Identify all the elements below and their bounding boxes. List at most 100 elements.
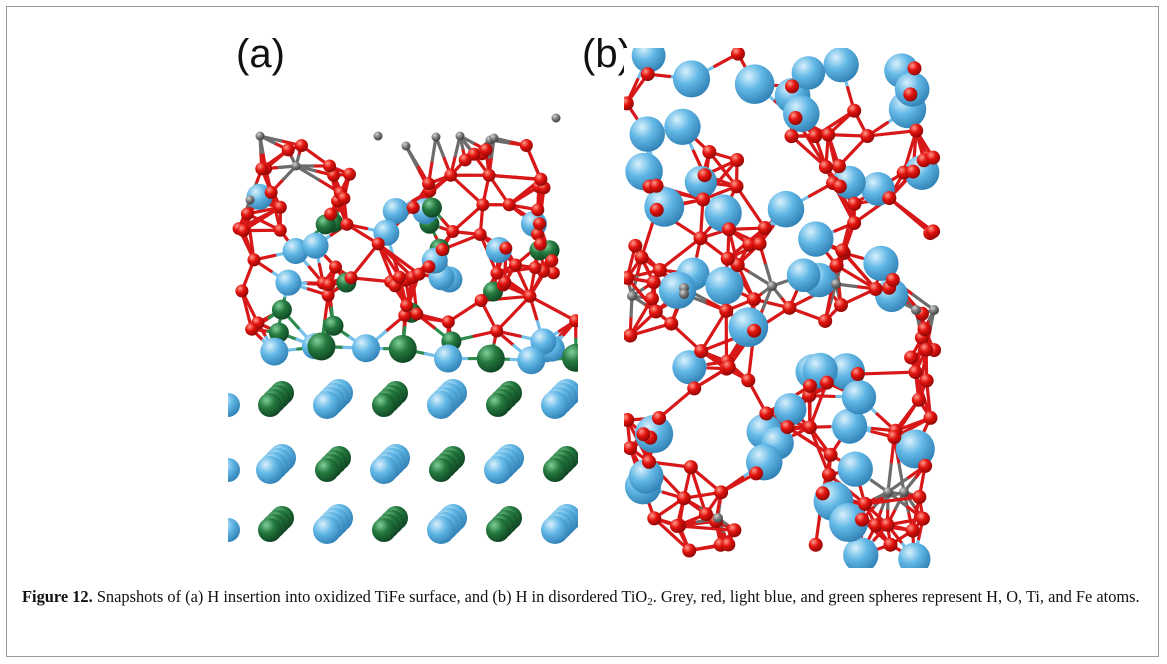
oxygen-atom	[926, 224, 941, 239]
titanium-atom	[370, 456, 398, 484]
oxygen-atom	[746, 292, 761, 307]
oxygen-atom	[847, 103, 862, 118]
oxygen-atom	[782, 300, 797, 315]
iron-atom	[486, 518, 510, 542]
oxygen-atom	[847, 196, 862, 211]
titanium-atom	[672, 350, 707, 385]
oxygen-atom	[235, 284, 249, 298]
hydrogen-atom	[929, 305, 939, 315]
oxygen-atom	[531, 203, 545, 217]
oxygen-atom	[624, 270, 635, 285]
oxygen-atom	[498, 275, 512, 289]
oxygen-atom	[719, 303, 734, 318]
oxygen-atom	[322, 278, 336, 292]
oxygen-atom	[905, 523, 920, 538]
hydrogen-atom	[679, 289, 689, 299]
oxygen-atom	[721, 360, 736, 375]
titanium-atom	[843, 537, 879, 568]
oxygen-atom	[904, 350, 919, 365]
oxygen-atom	[821, 127, 836, 142]
titanium-atom	[382, 197, 409, 224]
iron-atom	[561, 343, 578, 372]
oxygen-atom	[907, 61, 922, 76]
titanium-atom	[837, 451, 873, 487]
oxygen-atom	[741, 373, 756, 388]
oxygen-atom	[918, 458, 933, 473]
oxygen-atom	[730, 258, 745, 273]
oxygen-atom	[273, 200, 287, 214]
titanium-atom	[256, 456, 284, 484]
oxygen-atom	[818, 159, 833, 174]
oxygen-atom	[435, 243, 449, 257]
oxygen-atom	[722, 222, 737, 237]
oxygen-atom	[693, 231, 708, 246]
oxygen-atom	[868, 518, 883, 533]
panel-a-atoms	[228, 113, 578, 544]
oxygen-atom	[400, 299, 414, 313]
iron-atom	[271, 299, 292, 320]
oxygen-atom	[833, 298, 848, 313]
oxygen-atom	[670, 518, 685, 533]
oxygen-atom	[323, 159, 337, 173]
oxygen-atom	[321, 288, 335, 302]
oxygen-atom	[697, 168, 712, 183]
oxygen-atom	[649, 202, 664, 217]
oxygen-atom	[788, 111, 803, 126]
oxygen-atom	[533, 237, 547, 251]
oxygen-atom	[682, 543, 697, 558]
oxygen-atom	[476, 198, 490, 212]
oxygen-atom	[406, 201, 420, 215]
titanium-atom	[631, 48, 666, 73]
oxygen-atom	[255, 162, 269, 176]
oxygen-atom	[340, 217, 354, 231]
panel-a-molecular-image	[228, 113, 578, 544]
titanium-atom	[434, 344, 463, 373]
titanium-atom	[786, 258, 821, 292]
oxygen-atom	[534, 172, 548, 186]
panel-b-snapshot	[624, 48, 941, 568]
oxygen-atom	[909, 123, 924, 138]
oxygen-atom	[714, 485, 729, 500]
hydrogen-atom	[713, 513, 723, 523]
oxygen-atom	[730, 48, 745, 61]
titanium-atom	[644, 186, 685, 227]
oxygen-atom	[695, 192, 710, 207]
titanium-atom	[658, 271, 697, 309]
oxygen-atom	[446, 225, 460, 239]
titanium-atom	[275, 269, 302, 296]
titanium-atom	[734, 64, 775, 105]
titanium-atom	[352, 334, 381, 363]
oxygen-atom	[729, 179, 744, 194]
titanium-atom	[791, 56, 826, 90]
oxygen-atom	[441, 315, 455, 329]
titanium-atom	[823, 48, 859, 83]
oxygen-atom	[720, 251, 735, 266]
oxygen-atom	[532, 217, 546, 231]
oxygen-atom	[676, 491, 691, 506]
oxygen-atom	[444, 168, 458, 182]
hydrogen-atom	[627, 291, 637, 301]
titanium-atom	[664, 108, 701, 146]
iron-atom	[429, 458, 453, 482]
oxygen-atom	[850, 367, 865, 382]
titanium-atom	[427, 391, 455, 419]
oxygen-atom	[294, 139, 308, 153]
oxygen-atom	[915, 511, 930, 526]
oxygen-atom	[624, 328, 638, 343]
oxygen-atom	[264, 185, 278, 199]
hydrogen-atom	[883, 487, 893, 497]
oxygen-atom	[923, 410, 938, 425]
oxygen-atom	[474, 293, 488, 307]
oxygen-atom	[467, 147, 481, 161]
oxygen-atom	[882, 191, 897, 206]
titanium-atom	[672, 60, 711, 98]
oxygen-atom	[903, 87, 918, 102]
caption-subscript: 2	[647, 596, 653, 608]
hydrogen-atom	[255, 131, 265, 141]
oxygen-atom	[647, 511, 662, 526]
oxygen-atom	[247, 253, 261, 267]
titanium-atom	[831, 408, 868, 444]
oxygen-atom	[410, 307, 424, 321]
oxygen-atom	[528, 261, 542, 275]
iron-atom	[323, 315, 344, 336]
